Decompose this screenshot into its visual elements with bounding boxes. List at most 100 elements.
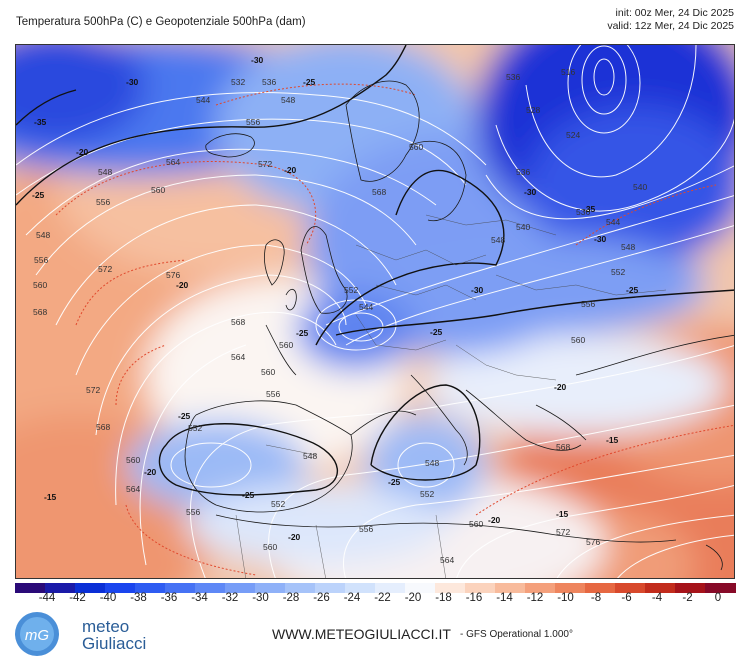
temperature-labels: -35 -30 -30 -25 -20 -20 -20 -25 -25 -25 … bbox=[32, 55, 639, 542]
geo-label: 548 bbox=[491, 235, 505, 245]
temp-label: -30 bbox=[251, 55, 264, 65]
colorbar-tick: -40 bbox=[99, 592, 117, 604]
temp-label: -20 bbox=[284, 165, 297, 175]
geo-label: 560 bbox=[261, 367, 275, 377]
geo-label: 556 bbox=[186, 507, 200, 517]
geo-label: 560 bbox=[469, 519, 483, 529]
geo-label: 564 bbox=[231, 352, 245, 362]
colorbar-swatch bbox=[675, 583, 706, 593]
temp-label: -20 bbox=[488, 515, 501, 525]
colorbar-tick: 0 bbox=[714, 592, 722, 604]
geo-label: 560 bbox=[279, 340, 293, 350]
colorbar-swatch bbox=[525, 583, 556, 593]
coastlines bbox=[184, 80, 734, 571]
temp-label: -35 bbox=[34, 117, 47, 127]
colorbar-swatch bbox=[405, 583, 436, 593]
colorbar-tick: -34 bbox=[191, 592, 208, 604]
geo-label: 552 bbox=[271, 499, 285, 509]
geo-label: 548 bbox=[98, 167, 112, 177]
brand-meteo: meteo bbox=[82, 617, 130, 636]
geo-label: 536 bbox=[576, 207, 590, 217]
geo-label: 544 bbox=[359, 302, 373, 312]
temp-label: -25 bbox=[178, 411, 191, 421]
geo-label: 564 bbox=[126, 484, 140, 494]
website-link[interactable]: WWW.METEOGIULIACCI.IT bbox=[272, 626, 451, 642]
geo-label: 552 bbox=[188, 423, 202, 433]
colorbar-tick: -30 bbox=[252, 592, 269, 604]
colorbar-tick: -18 bbox=[435, 592, 452, 604]
temperature-dashed-contours bbox=[55, 83, 734, 576]
geo-label: 576 bbox=[166, 270, 180, 280]
colorbar-tick: -14 bbox=[496, 592, 513, 604]
colorbar-tick: -28 bbox=[282, 592, 300, 604]
geo-label: 544 bbox=[606, 217, 620, 227]
geo-label: 560 bbox=[151, 185, 165, 195]
colorbar-swatch bbox=[345, 583, 376, 593]
geo-label: 576 bbox=[586, 537, 600, 547]
colorbar-tick: -12 bbox=[526, 592, 544, 604]
colorbar-tick: -2 bbox=[682, 592, 693, 604]
colorbar-tick: -10 bbox=[557, 592, 574, 604]
colorbar-swatch bbox=[645, 583, 676, 593]
weather-map: 532 536 544 548 556 564 572 560 548 556 … bbox=[15, 44, 735, 579]
geo-label: 568 bbox=[231, 317, 245, 327]
geo-label: 572 bbox=[86, 385, 100, 395]
geo-label: 560 bbox=[33, 280, 47, 290]
colorbar-swatch bbox=[165, 583, 196, 593]
colorbar-tick: -16 bbox=[465, 592, 483, 604]
temp-label: -25 bbox=[32, 190, 45, 200]
temp-label: -25 bbox=[388, 477, 401, 487]
colorbar-swatch bbox=[255, 583, 286, 593]
temp-label: -20 bbox=[176, 280, 189, 290]
geo-label: 548 bbox=[36, 230, 50, 240]
geo-label: 572 bbox=[556, 527, 570, 537]
map-svg: 532 536 544 548 556 564 572 560 548 556 … bbox=[16, 45, 734, 578]
geo-label: 560 bbox=[263, 542, 277, 552]
colorbar-swatch bbox=[45, 583, 76, 593]
geo-label: 568 bbox=[96, 422, 110, 432]
meteogiuliacci-logo: mG bbox=[14, 611, 60, 657]
geo-label: 524 bbox=[566, 130, 580, 140]
colorbar-swatch bbox=[15, 583, 46, 593]
colorbar-tick: -36 bbox=[160, 592, 178, 604]
colorbar-swatch bbox=[105, 583, 136, 593]
geo-label: 552 bbox=[344, 285, 358, 295]
colorbar-tick: -42 bbox=[69, 592, 86, 604]
geo-label: 552 bbox=[420, 489, 434, 499]
colorbar-swatch bbox=[225, 583, 256, 593]
colorbar-tick: -22 bbox=[374, 592, 391, 604]
geo-label: 556 bbox=[581, 299, 595, 309]
colorbar-swatch bbox=[705, 583, 736, 593]
colorbar-swatch bbox=[435, 583, 466, 593]
temperature-contours bbox=[16, 45, 734, 496]
geo-label: 516 bbox=[561, 67, 575, 77]
geo-label: 548 bbox=[425, 458, 439, 468]
colorbar bbox=[15, 583, 736, 593]
init-time: init: 00z Mer, 24 Dic 2025 bbox=[615, 7, 734, 19]
geo-label: 556 bbox=[34, 255, 48, 265]
geo-label: 556 bbox=[359, 524, 373, 534]
temp-label: -25 bbox=[296, 328, 309, 338]
colorbar-swatch bbox=[585, 583, 616, 593]
geo-label: 556 bbox=[246, 117, 260, 127]
geo-label: 548 bbox=[281, 95, 295, 105]
colorbar-tick: -4 bbox=[651, 592, 663, 604]
geo-label: 564 bbox=[166, 157, 180, 167]
geo-label: 568 bbox=[372, 187, 386, 197]
geo-label: 532 bbox=[231, 77, 245, 87]
geo-label: 568 bbox=[33, 307, 47, 317]
colorbar-tick: -32 bbox=[221, 592, 239, 604]
geo-label: 560 bbox=[126, 455, 140, 465]
temp-label: -15 bbox=[44, 492, 57, 502]
colorbar-tick: -26 bbox=[313, 592, 330, 604]
geo-label: 536 bbox=[516, 167, 530, 177]
geo-label: 540 bbox=[633, 182, 647, 192]
geo-label: 560 bbox=[571, 335, 585, 345]
temp-label: -35 bbox=[583, 204, 596, 214]
temp-label: -15 bbox=[606, 435, 619, 445]
geo-label: 536 bbox=[506, 72, 520, 82]
temp-label: -25 bbox=[242, 490, 255, 500]
colorbar-tick: -44 bbox=[38, 592, 56, 604]
geo-label: 572 bbox=[258, 159, 272, 169]
valid-time: valid: 12z Mer, 24 Dic 2025 bbox=[607, 20, 734, 32]
